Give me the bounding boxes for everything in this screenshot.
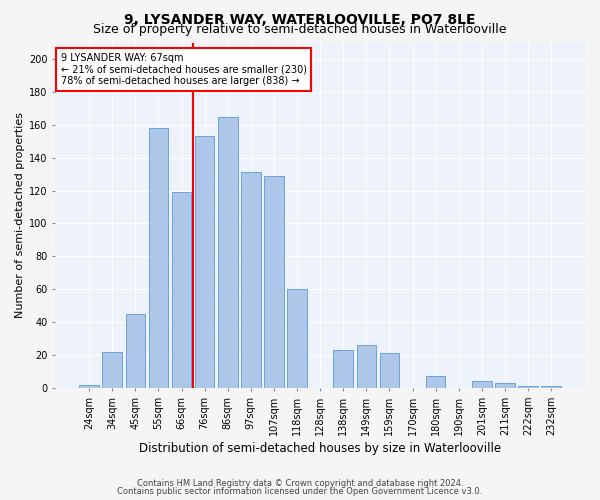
Bar bbox=[541, 386, 561, 388]
Y-axis label: Number of semi-detached properties: Number of semi-detached properties bbox=[15, 112, 25, 318]
Bar bbox=[149, 128, 169, 388]
Bar bbox=[172, 192, 191, 388]
Bar bbox=[472, 382, 491, 388]
Bar bbox=[218, 116, 238, 388]
Bar bbox=[195, 136, 214, 388]
Bar bbox=[518, 386, 538, 388]
Bar bbox=[287, 289, 307, 388]
Bar bbox=[380, 354, 399, 388]
Bar bbox=[495, 383, 515, 388]
Bar bbox=[103, 352, 122, 388]
Text: Contains HM Land Registry data © Crown copyright and database right 2024.: Contains HM Land Registry data © Crown c… bbox=[137, 479, 463, 488]
Bar bbox=[334, 350, 353, 388]
Bar bbox=[79, 384, 99, 388]
Bar bbox=[426, 376, 445, 388]
Bar bbox=[356, 345, 376, 388]
Text: Contains public sector information licensed under the Open Government Licence v3: Contains public sector information licen… bbox=[118, 486, 482, 496]
X-axis label: Distribution of semi-detached houses by size in Waterlooville: Distribution of semi-detached houses by … bbox=[139, 442, 501, 455]
Text: Size of property relative to semi-detached houses in Waterlooville: Size of property relative to semi-detach… bbox=[93, 22, 507, 36]
Text: 9 LYSANDER WAY: 67sqm
← 21% of semi-detached houses are smaller (230)
78% of sem: 9 LYSANDER WAY: 67sqm ← 21% of semi-deta… bbox=[61, 53, 307, 86]
Text: 9, LYSANDER WAY, WATERLOOVILLE, PO7 8LE: 9, LYSANDER WAY, WATERLOOVILLE, PO7 8LE bbox=[124, 12, 476, 26]
Bar bbox=[241, 172, 260, 388]
Bar bbox=[264, 176, 284, 388]
Bar bbox=[125, 314, 145, 388]
